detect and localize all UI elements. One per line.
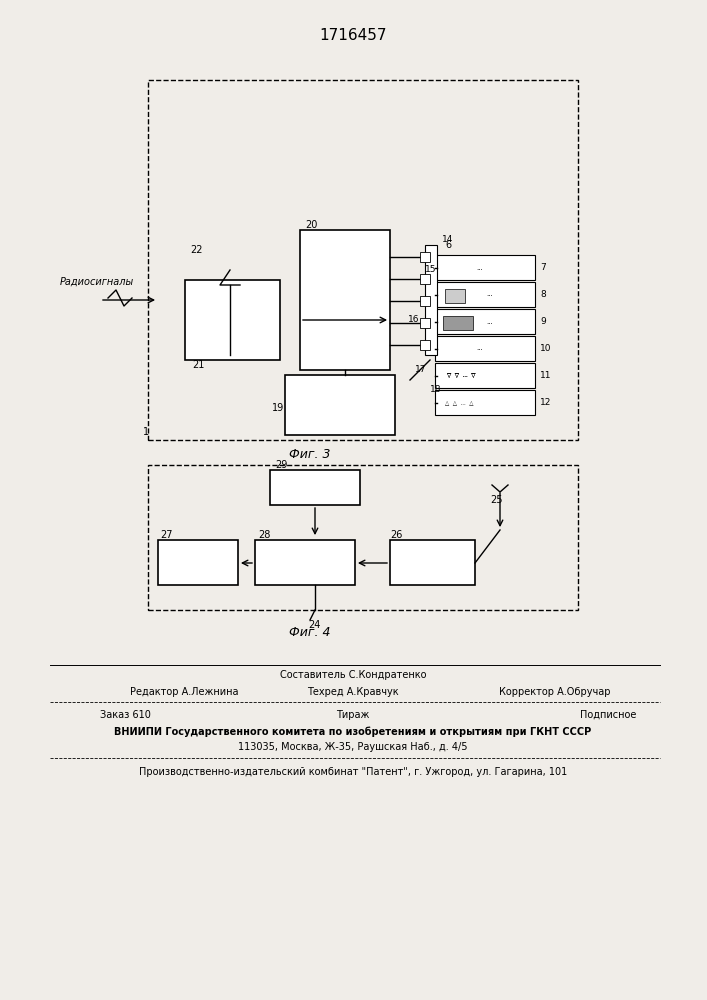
Text: 15: 15: [425, 265, 436, 274]
Text: 1: 1: [143, 427, 149, 437]
Text: 6: 6: [445, 240, 451, 250]
Text: 17: 17: [415, 365, 426, 374]
Text: ...: ...: [477, 264, 484, 270]
Bar: [270, 470, 360, 505]
Text: Производственно-издательский комбинат "Патент", г. Ужгород, ул. Гагарина, 101: Производственно-издательский комбинат "П…: [139, 767, 567, 777]
Text: 12: 12: [540, 398, 551, 407]
Text: 27: 27: [160, 530, 173, 540]
Bar: [435, 390, 535, 415]
Text: ▽  ▽  ...  ▽: ▽ ▽ ... ▽: [447, 373, 476, 378]
Text: ВНИИПИ Государственного комитета по изобретениям и открытиям при ГКНТ СССР: ВНИИПИ Государственного комитета по изоб…: [115, 727, 592, 737]
Text: 11: 11: [540, 371, 551, 380]
Text: Тираж: Тираж: [337, 710, 370, 720]
Bar: [390, 540, 475, 585]
Text: Подписное: Подписное: [580, 710, 636, 720]
Text: 25: 25: [490, 495, 503, 505]
Text: Радиосигналы: Радиосигналы: [60, 277, 134, 287]
Text: Фиг. 3: Фиг. 3: [289, 448, 331, 462]
Text: Техред А.Кравчук: Техред А.Кравчук: [307, 687, 399, 697]
Bar: [435, 282, 535, 307]
Text: Фиг. 4: Фиг. 4: [289, 626, 331, 639]
Bar: [148, 80, 578, 440]
Bar: [445, 289, 465, 303]
Bar: [300, 230, 390, 370]
Bar: [185, 280, 280, 360]
Text: 14: 14: [442, 235, 453, 244]
Bar: [148, 465, 578, 610]
Text: 26: 26: [390, 530, 402, 540]
Text: 16: 16: [408, 316, 419, 324]
Text: ...: ...: [486, 292, 493, 298]
Text: 10: 10: [540, 344, 551, 353]
Bar: [420, 274, 430, 284]
Text: 19: 19: [272, 403, 284, 413]
Bar: [435, 255, 535, 280]
Bar: [255, 540, 355, 585]
Bar: [420, 252, 430, 262]
Text: Редактор А.Лежнина: Редактор А.Лежнина: [130, 687, 238, 697]
Text: 7: 7: [540, 263, 546, 272]
Text: 20: 20: [305, 220, 317, 230]
Bar: [158, 540, 238, 585]
Text: 22: 22: [190, 245, 202, 255]
Text: Составитель С.Кондратенко: Составитель С.Кондратенко: [280, 670, 426, 680]
Text: ▽  ▽  ...  ▽: ▽ ▽ ... ▽: [447, 373, 476, 378]
Text: 29: 29: [275, 460, 287, 470]
Text: △  △  ...  △: △ △ ... △: [445, 400, 474, 405]
Text: Заказ 610: Заказ 610: [100, 710, 151, 720]
Text: 113035, Москва, Ж-35, Раушская Наб., д. 4/5: 113035, Москва, Ж-35, Раушская Наб., д. …: [238, 742, 468, 752]
Bar: [435, 363, 535, 388]
Text: 8: 8: [540, 290, 546, 299]
Bar: [420, 318, 430, 328]
Text: 1716457: 1716457: [320, 27, 387, 42]
Text: 9: 9: [540, 317, 546, 326]
Text: ...: ...: [477, 346, 484, 352]
Text: 28: 28: [258, 530, 270, 540]
Bar: [443, 316, 473, 330]
Bar: [285, 375, 395, 435]
Bar: [420, 296, 430, 306]
Text: Корректор А.Обручар: Корректор А.Обручар: [499, 687, 611, 697]
Bar: [435, 309, 535, 334]
Text: ...: ...: [486, 318, 493, 324]
Text: ▽  ▽  ...  ▽: ▽ ▽ ... ▽: [447, 373, 476, 378]
Bar: [435, 336, 535, 361]
Bar: [425, 245, 437, 355]
Bar: [420, 340, 430, 350]
Text: 21: 21: [192, 360, 204, 370]
Text: 24: 24: [308, 620, 320, 630]
Text: 18: 18: [430, 385, 441, 394]
